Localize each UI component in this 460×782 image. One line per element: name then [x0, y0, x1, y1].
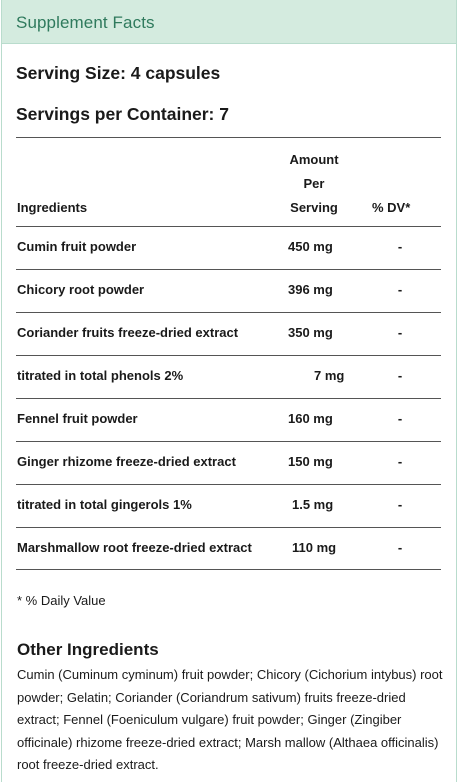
ingredient-dv: - — [397, 540, 403, 555]
ingredient-dv: - — [397, 368, 403, 383]
header-amount-line1: Amount — [289, 152, 339, 167]
ingredient-name: Fennel fruit powder — [17, 411, 138, 426]
ingredient-dv: - — [397, 411, 403, 426]
table-top-rule — [16, 137, 441, 138]
panel-title: Supplement Facts — [16, 13, 155, 32]
ingredient-name: Chicory root powder — [17, 282, 145, 297]
table-row: titrated in total phenols 2% 7 mg - — [16, 355, 441, 398]
header-amount: Amount Per Serving — [280, 148, 348, 220]
table-row: Fennel fruit powder 160 mg - — [16, 398, 441, 441]
ingredient-amount: 160 mg — [288, 411, 333, 426]
table-row: Coriander fruits freeze-dried extract 35… — [16, 312, 441, 355]
ingredient-dv: - — [397, 497, 403, 512]
header-amount-line2: Per — [303, 176, 325, 191]
ingredient-dv: - — [397, 282, 403, 297]
panel-header: Supplement Facts — [2, 0, 456, 44]
ingredient-name: titrated in total phenols 2% — [17, 368, 184, 383]
ingredient-amount: 1.5 mg — [292, 497, 334, 512]
ingredient-name: Marshmallow root freeze-dried extract — [17, 540, 252, 555]
ingredient-dv: - — [397, 325, 403, 340]
table-row: Marshmallow root freeze-dried extract 11… — [16, 527, 441, 570]
ingredient-dv: - — [397, 239, 403, 254]
ingredient-dv: - — [397, 454, 403, 469]
ingredient-amount: 150 mg — [288, 454, 333, 469]
serving-size: Serving Size: 4 capsules — [16, 63, 221, 83]
ingredient-amount: 7 mg — [314, 368, 345, 383]
ingredient-name: titrated in total gingerols 1% — [17, 497, 192, 512]
table-row: titrated in total gingerols 1% 1.5 mg - — [16, 484, 441, 527]
ingredient-name: Cumin fruit powder — [17, 239, 137, 254]
table-row: Ginger rhizome freeze-dried extract 150 … — [16, 441, 441, 484]
ingredient-amount: 396 mg — [288, 282, 333, 297]
table-row: Chicory root powder 396 mg - — [16, 269, 441, 312]
ingredient-amount: 450 mg — [288, 239, 333, 254]
daily-value-footnote: * % Daily Value — [17, 593, 106, 608]
header-amount-line3: Serving — [290, 200, 338, 215]
other-ingredients-text: Cumin (Cuminum cyminum) fruit powder; Ch… — [17, 667, 443, 772]
servings-per-container: Servings per Container: 7 — [16, 104, 229, 124]
header-dv: % DV* — [372, 200, 411, 215]
other-ingredients-title: Other Ingredients — [17, 640, 159, 659]
ingredient-amount: 350 mg — [288, 325, 333, 340]
ingredient-name: Ginger rhizome freeze-dried extract — [17, 454, 236, 469]
ingredient-name: Coriander fruits freeze-dried extract — [17, 325, 239, 340]
header-ingredients: Ingredients — [17, 200, 88, 215]
ingredient-amount: 110 mg — [292, 540, 337, 555]
table-row: Cumin fruit powder 450 mg - — [16, 226, 441, 269]
